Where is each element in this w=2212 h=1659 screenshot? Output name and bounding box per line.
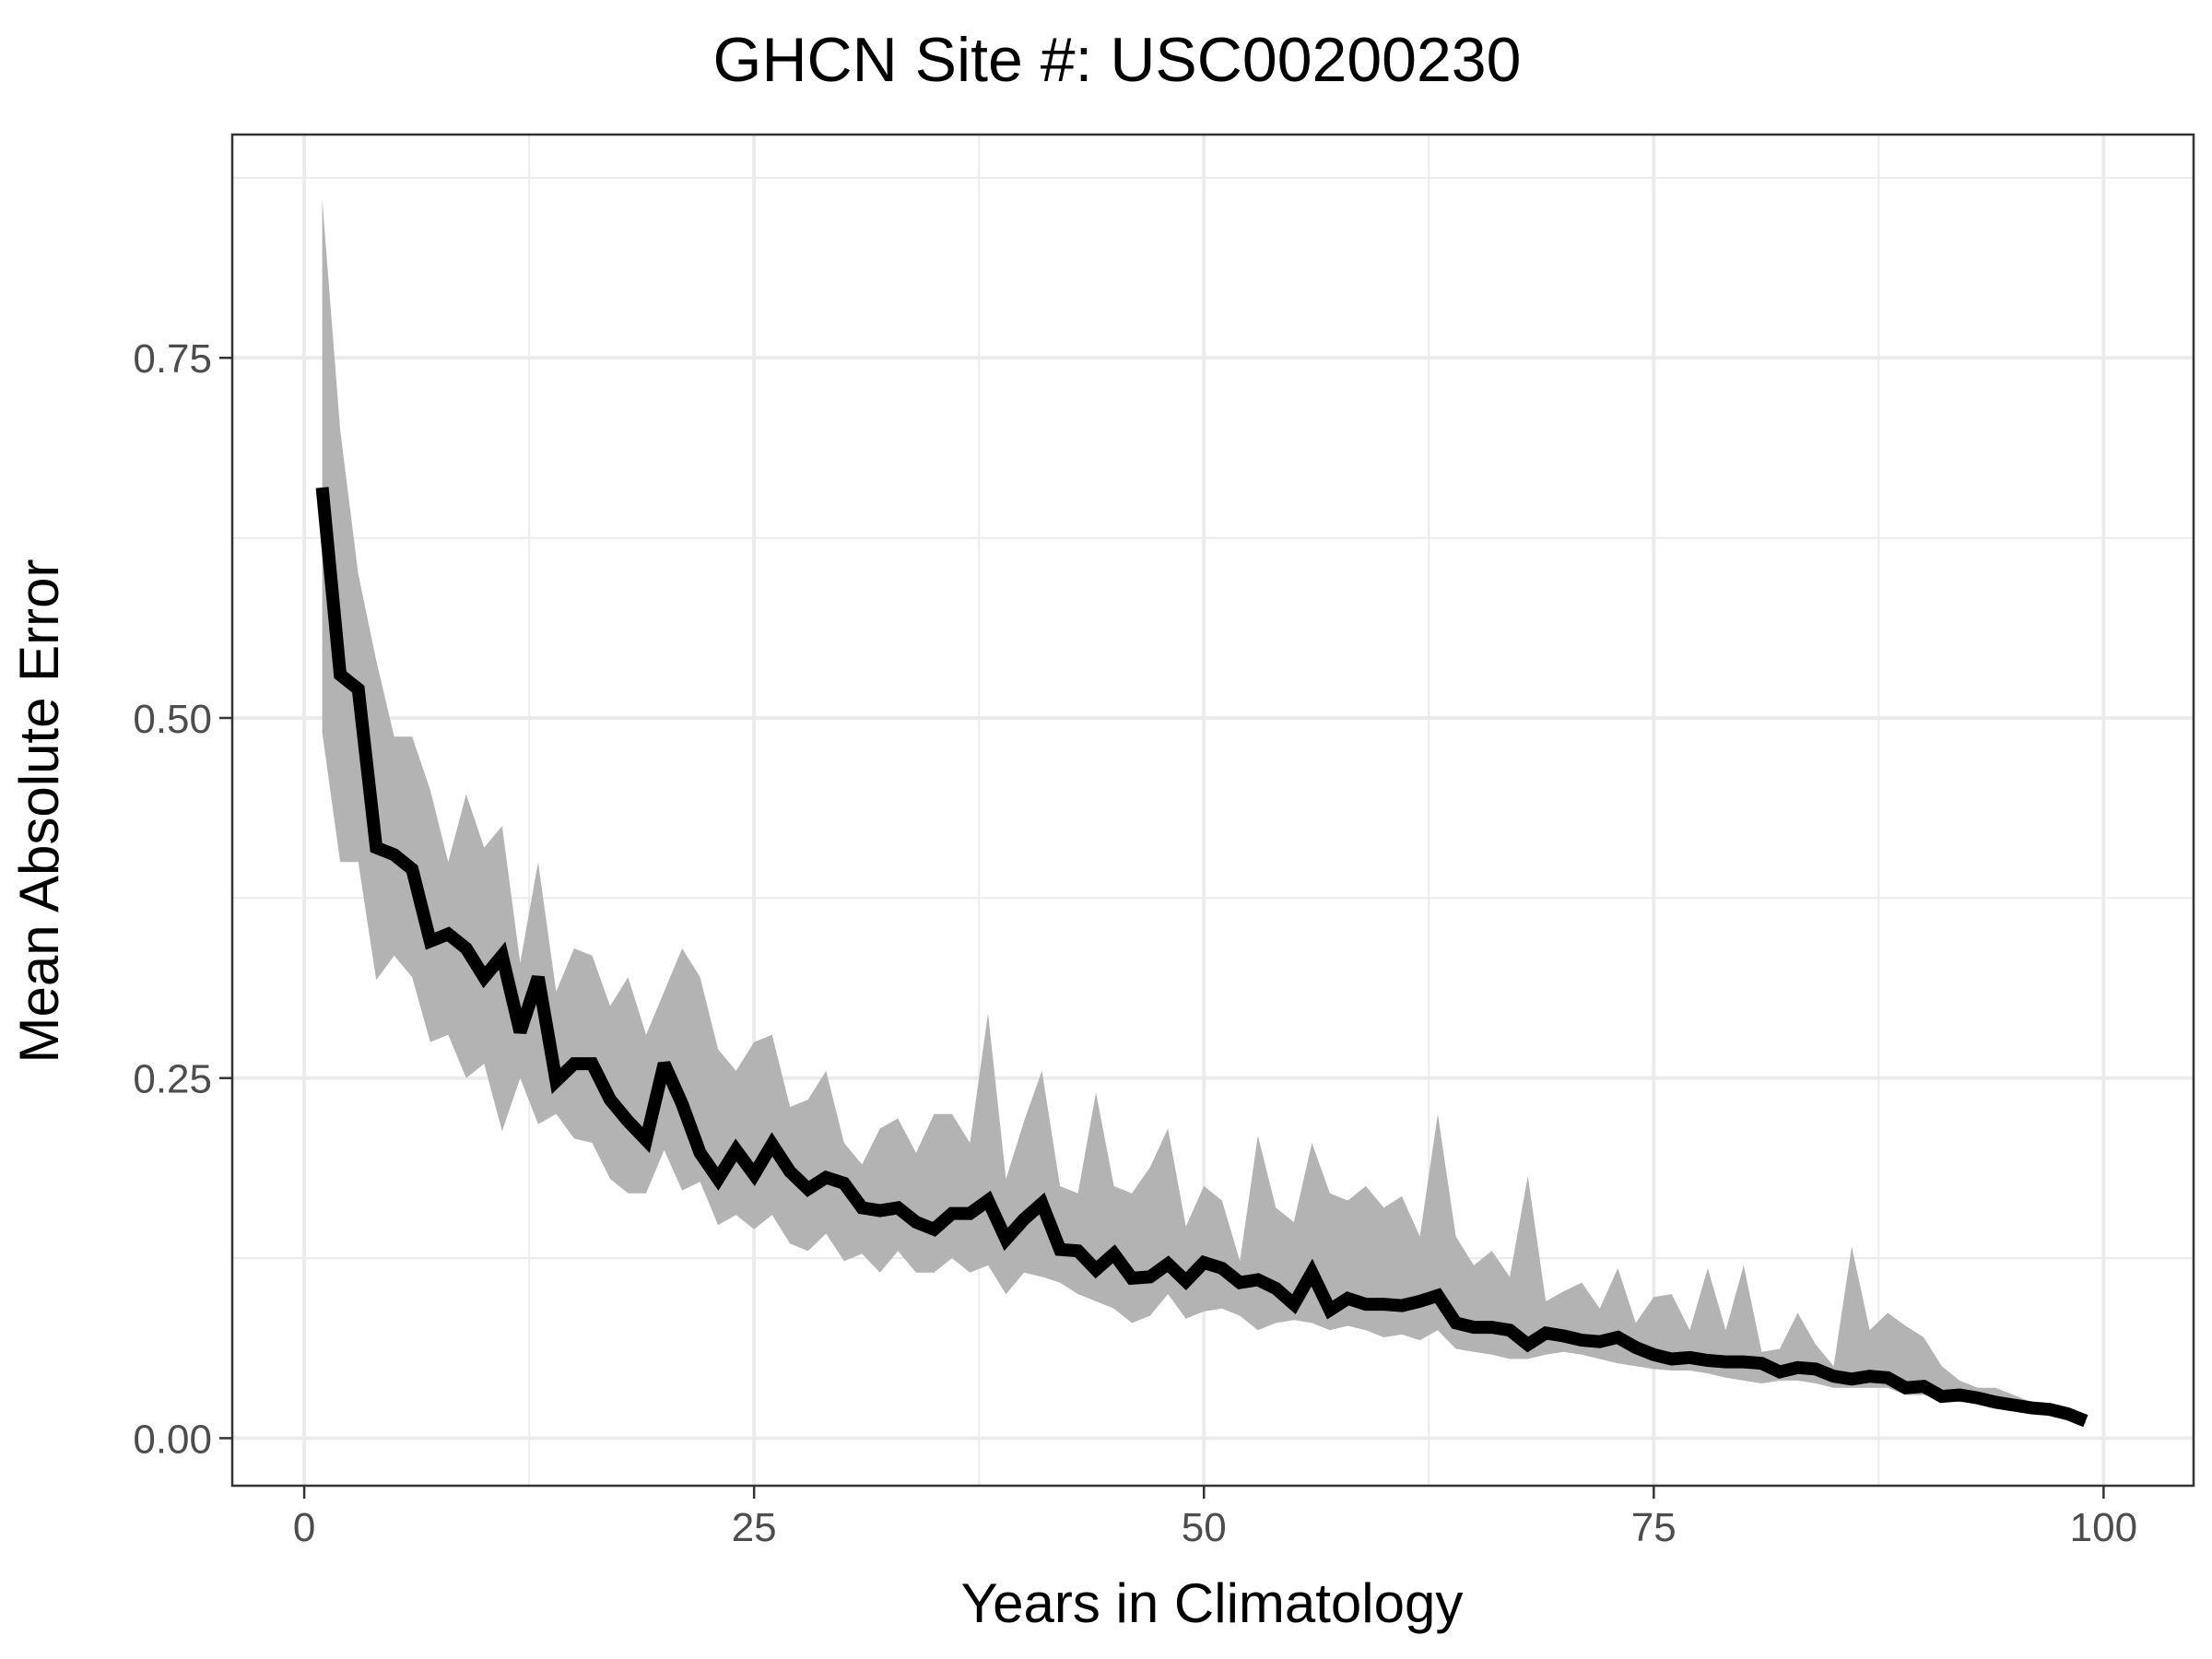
y-tick-label: 0.00: [133, 1417, 212, 1462]
mean-error-line: [315, 487, 2088, 1428]
y-axis-title: Mean Absolute Error: [8, 559, 70, 1064]
panel-border: [230, 133, 2195, 1488]
x-axis: 0 25 50 75 100: [293, 1486, 2137, 1550]
x-tick-label: 50: [1182, 1505, 1227, 1550]
data-marks: [315, 199, 2088, 1428]
x-tick-label: 100: [2070, 1505, 2137, 1550]
chart-title: GHCN Site #: USC00200230: [713, 25, 1522, 95]
y-tick-label: 0.50: [133, 697, 212, 742]
y-axis: 0.00 0.25 0.50 0.75: [133, 336, 232, 1462]
x-tick-label: 0: [293, 1505, 315, 1550]
plot-panel: [230, 133, 2195, 1488]
y-tick-label: 0.75: [133, 336, 212, 382]
minor-gridlines: [232, 135, 2194, 1486]
x-axis-title: Years in Climatology: [961, 1572, 1464, 1634]
x-tick-label: 75: [1631, 1505, 1677, 1550]
error-band: [322, 199, 2086, 1424]
y-tick-label: 0.25: [133, 1057, 212, 1102]
x-tick-label: 25: [732, 1505, 777, 1550]
